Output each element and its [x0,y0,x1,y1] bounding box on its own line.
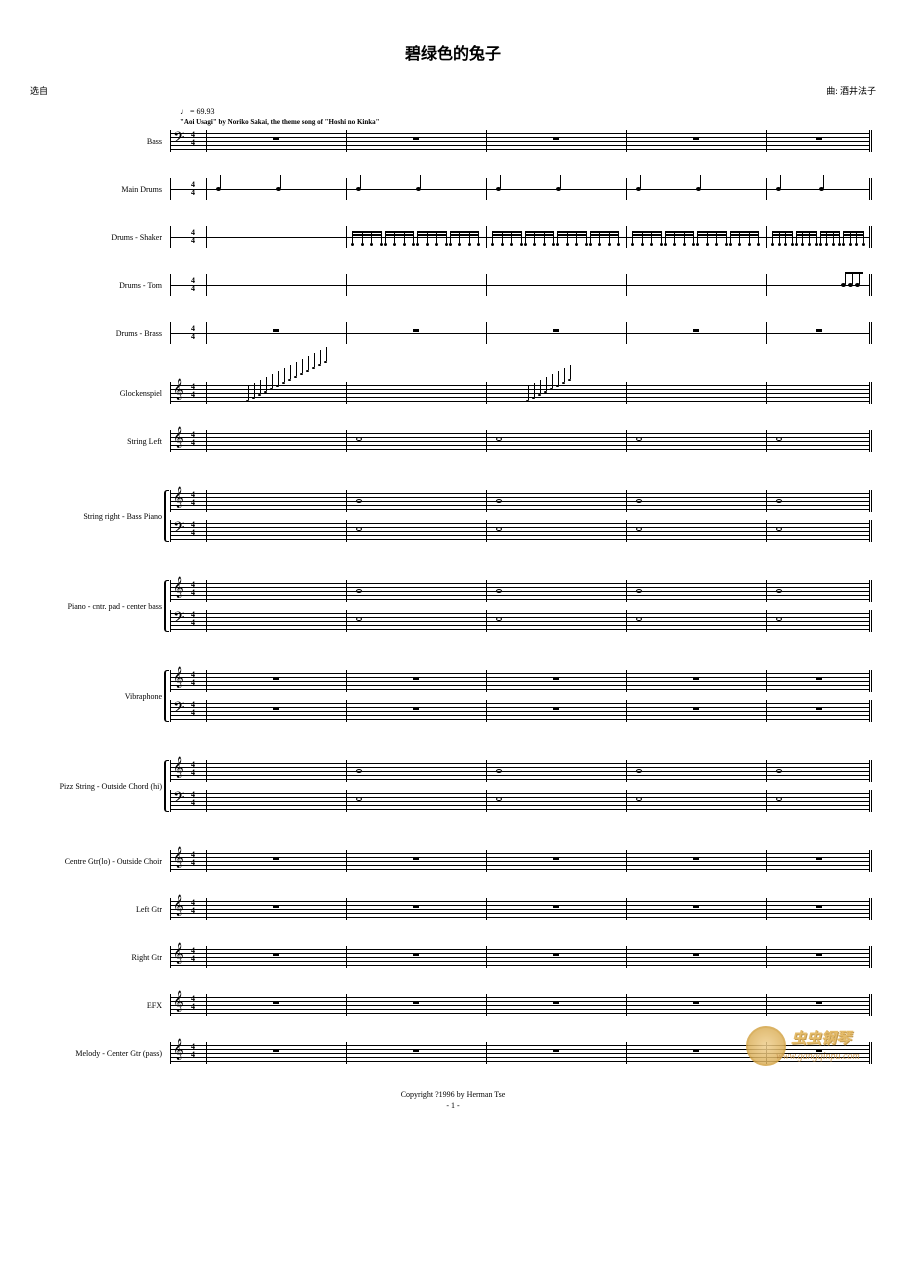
instrument-label: Pizz String - Outside Chord (hi) [30,782,170,791]
instrument-label: Right Gtr [30,953,170,962]
watermark-url: www.gangqinpu.com [776,1051,860,1062]
instrument-row: Right Gtr𝄞44 [30,946,876,968]
page-title: 碧绿色的兔子 [30,40,876,64]
header-left: 选自 [30,84,48,97]
tempo-marking: ♩ = 69.93 [180,107,876,116]
instrument-label: EFX [30,1001,170,1010]
instrument-row: Piano - cntr. pad - center bass𝄞44𝄢44 [30,580,876,632]
instrument-label: String Left [30,437,170,446]
score-system: Bass𝄢44Main Drums44Drums - Shaker44Drums… [30,130,876,1078]
watermark: 虫虫钢琴 www.gangqinpu.com [746,1021,886,1071]
instrument-row: Pizz String - Outside Chord (hi)𝄞44𝄢44 [30,760,876,812]
instrument-label: Drums - Tom [30,281,170,290]
instrument-label: Glockenspiel [30,389,170,398]
instrument-label: String right - Bass Piano [30,512,170,521]
header-right: 曲: 酒井法子 [826,84,876,97]
instrument-label: Centre Gtr(lo) - Outside Choir [30,857,170,866]
instrument-row: String Left𝄞44 [30,430,876,452]
instrument-label: Melody - Center Gtr (pass) [30,1049,170,1058]
instrument-row: Main Drums44 [30,178,876,200]
instrument-row: Drums - Brass44 [30,322,876,344]
instrument-row: Drums - Shaker44 [30,226,876,248]
instrument-label: Piano - cntr. pad - center bass [30,602,170,611]
instrument-row: String right - Bass Piano𝄞44𝄢44 [30,490,876,542]
instrument-label: Bass [30,137,170,146]
instrument-label: Main Drums [30,185,170,194]
instrument-row: EFX𝄞44 [30,994,876,1016]
instrument-row: Centre Gtr(lo) - Outside Choir𝄞44 [30,850,876,872]
instrument-label: Vibraphone [30,692,170,701]
watermark-text: 虫虫钢琴 [791,1027,851,1048]
instrument-label: Drums - Shaker [30,233,170,242]
instrument-row: Glockenspiel𝄞44 [30,382,876,404]
instrument-row: Bass𝄢44 [30,130,876,152]
instrument-label: Left Gtr [30,905,170,914]
subtitle: "Aoi Usagi" by Noriko Sakai, the theme s… [180,118,876,126]
instrument-row: Drums - Tom44 [30,274,876,296]
page-number: - 1 - [30,1101,876,1110]
instrument-row: Left Gtr𝄞44 [30,898,876,920]
copyright: Copyright ?1996 by Herman Tse [30,1090,876,1099]
instrument-label: Drums - Brass [30,329,170,338]
instrument-row: Vibraphone𝄞44𝄢44 [30,670,876,722]
